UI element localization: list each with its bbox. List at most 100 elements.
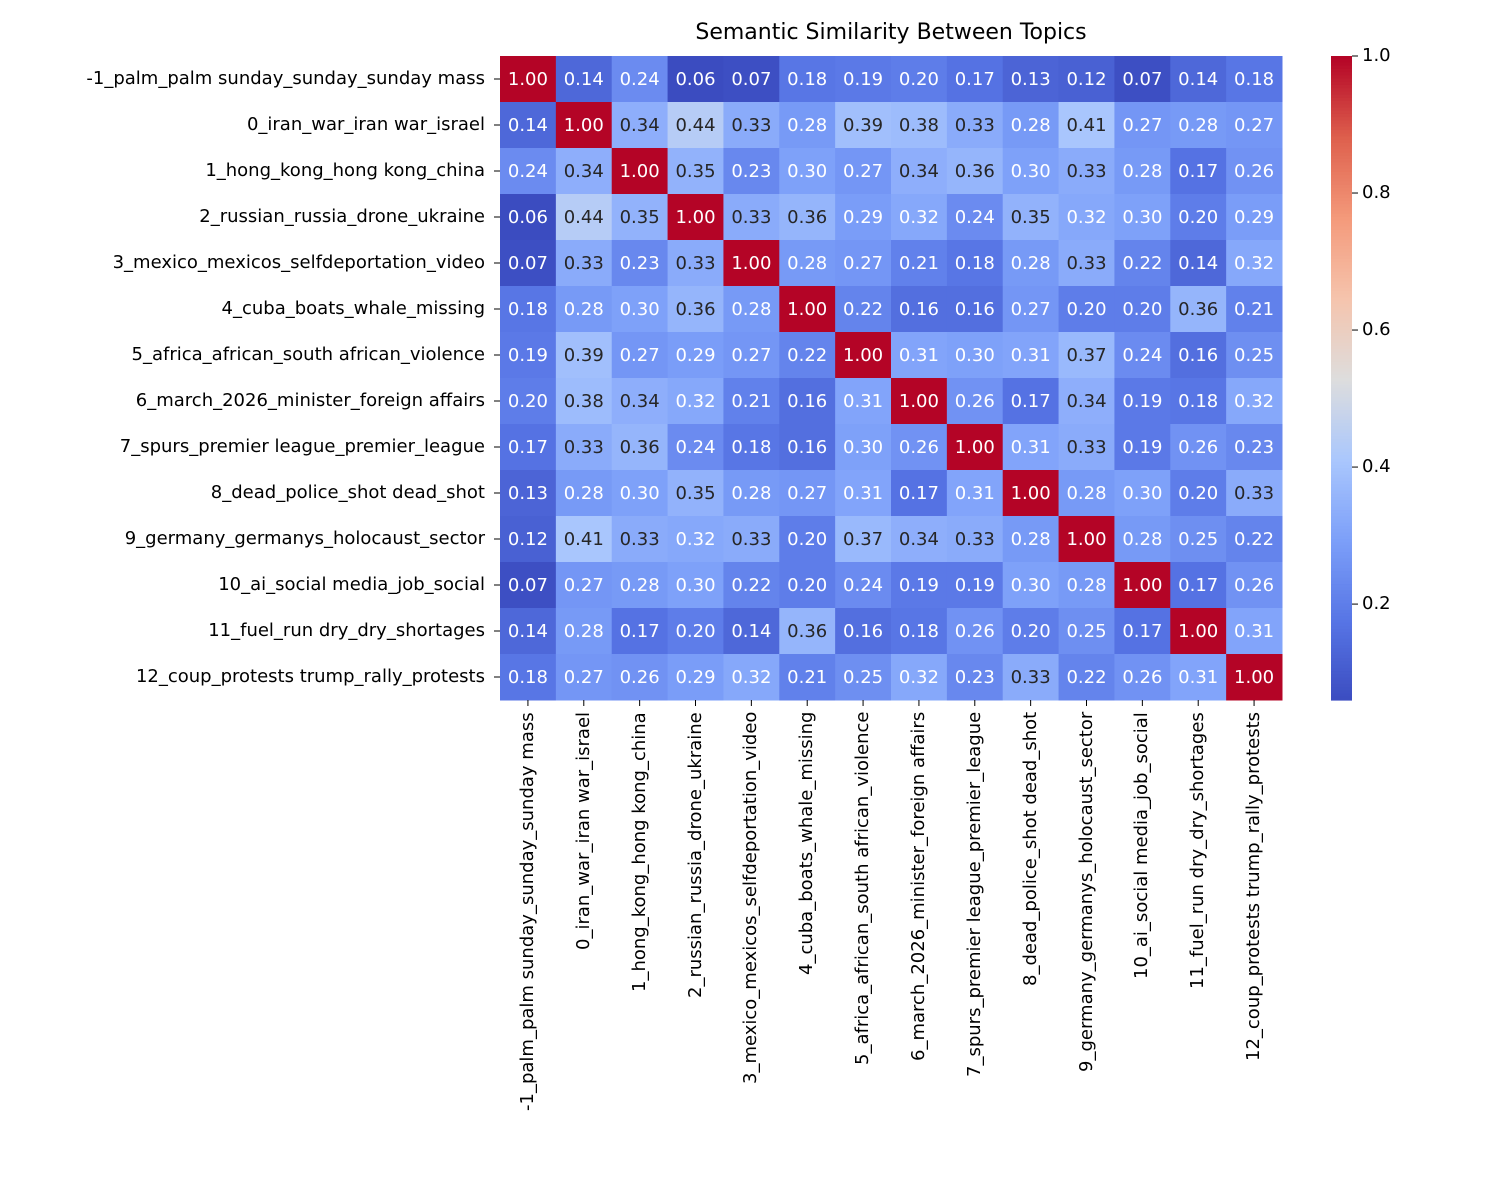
cell-value-label: 0.17	[620, 621, 660, 642]
colorbar-segment	[1331, 236, 1352, 241]
colorbar-tick-label: 0.8	[1362, 182, 1391, 204]
cell-value-label: 0.14	[564, 69, 604, 90]
heatmap-cell	[1114, 332, 1171, 379]
cell-value-label: 0.34	[899, 529, 939, 550]
cell-value-label: 0.32	[899, 667, 939, 688]
colorbar-segment	[1331, 262, 1352, 266]
colorbar-segment	[1331, 194, 1352, 199]
colorbar-segment	[1331, 619, 1352, 624]
colorbar-segment	[1331, 94, 1352, 99]
cell-value-label: 0.24	[620, 69, 660, 90]
heatmap-cell	[1170, 470, 1227, 517]
cell-value-label: 0.07	[731, 69, 771, 90]
colorbar-segment	[1331, 587, 1352, 592]
colorbar-segment	[1331, 458, 1352, 463]
heatmap-cell	[555, 562, 613, 609]
colorbar-segment	[1331, 130, 1352, 134]
colorbar-segment	[1331, 497, 1352, 501]
colorbar-tick-label: 0.2	[1362, 593, 1391, 615]
colorbar-segment	[1331, 590, 1352, 595]
cell-value-label: 1.00	[1011, 483, 1051, 504]
colorbar-segment	[1331, 75, 1352, 80]
heatmap-cell	[555, 332, 613, 379]
colorbar-segment	[1331, 490, 1352, 495]
colorbar-segment	[1331, 59, 1352, 64]
colorbar-segment	[1331, 171, 1352, 176]
cell-value-label: 0.28	[1066, 483, 1106, 504]
cell-value-label: 0.28	[564, 483, 604, 504]
colorbar-segment	[1331, 429, 1352, 434]
colorbar-segment	[1331, 410, 1352, 415]
cell-value-label: 0.30	[620, 299, 660, 320]
heatmap-cell	[1170, 102, 1227, 149]
colorbar-segment	[1331, 207, 1352, 212]
cell-value-label: 0.14	[508, 621, 548, 642]
cell-value-label: 0.19	[508, 345, 548, 366]
cell-value-label: 0.18	[787, 69, 827, 90]
cell-value-label: 0.20	[899, 69, 939, 90]
cell-value-label: 0.19	[955, 575, 995, 596]
colorbar-segment	[1331, 217, 1352, 221]
colorbar-segment	[1331, 223, 1352, 228]
colorbar-segment	[1331, 426, 1352, 431]
heatmap-cell	[723, 516, 780, 563]
cell-value-label: 0.22	[787, 345, 827, 366]
cell-value-label: 0.33	[1066, 437, 1106, 458]
heatmap-cell	[891, 240, 948, 287]
cell-value-label: 0.26	[899, 437, 939, 458]
heatmap-cell	[500, 470, 557, 517]
heatmap-cell	[1002, 424, 1060, 471]
cell-value-label: 0.33	[731, 115, 771, 136]
colorbar-segment	[1331, 406, 1352, 411]
cell-value-label: 0.28	[1178, 115, 1218, 136]
heatmap-cell	[723, 654, 780, 701]
cell-value-label: 0.07	[508, 253, 548, 274]
colorbar-segment	[1331, 593, 1352, 598]
heatmap-cell	[667, 194, 724, 241]
colorbar-segment	[1331, 284, 1352, 289]
heatmap-cell	[1226, 332, 1283, 379]
cell-value-label: 0.30	[843, 437, 883, 458]
colorbar-segment	[1331, 120, 1352, 125]
colorbar-segment	[1331, 220, 1352, 225]
heatmap-cell	[1170, 516, 1227, 563]
heatmap-cell	[1114, 470, 1171, 517]
colorbar-segment	[1331, 184, 1352, 189]
heatmap-cell	[946, 332, 1004, 379]
colorbar-segment	[1331, 423, 1352, 427]
heatmap-cell	[835, 654, 892, 701]
heatmap-cell	[611, 286, 669, 333]
colorbar-segment	[1331, 577, 1352, 582]
colorbar-segment	[1331, 539, 1352, 543]
colorbar-segment	[1331, 378, 1352, 382]
colorbar-segment	[1331, 625, 1352, 630]
colorbar-segment	[1331, 268, 1352, 273]
heatmap-cell	[611, 332, 669, 379]
heatmap-cell	[1114, 194, 1171, 241]
cell-value-label: 0.38	[564, 391, 604, 412]
cell-value-label: 1.00	[1066, 529, 1106, 550]
colorbar-tick-label: 0.4	[1362, 456, 1391, 478]
heatmap-cell	[779, 194, 836, 241]
cell-value-label: 0.20	[508, 391, 548, 412]
colorbar-segment	[1331, 674, 1352, 679]
x-tick-label: 7_spurs_premier league_premier_league	[963, 711, 985, 1077]
heatmap-cell	[611, 654, 669, 701]
colorbar-segment	[1331, 307, 1352, 311]
colorbar-segment	[1331, 332, 1352, 337]
colorbar-segment	[1331, 133, 1352, 138]
cell-value-label: 0.32	[1234, 253, 1274, 274]
cell-value-label: 0.27	[1011, 299, 1051, 320]
cell-value-label: 0.28	[1011, 529, 1051, 550]
heatmap-cell	[1002, 378, 1060, 425]
heatmap-cell	[1058, 194, 1115, 241]
cell-value-label: 0.36	[620, 437, 660, 458]
x-tick-label: 4_cuba_boats_whale_missing	[796, 711, 818, 975]
cell-value-label: 0.07	[508, 575, 548, 596]
cell-value-label: 0.17	[508, 437, 548, 458]
colorbar-segment	[1331, 242, 1352, 247]
colorbar-segment	[1331, 484, 1352, 489]
y-tick-label: 12_coup_protests trump_rally_protests	[135, 666, 485, 687]
colorbar-segment	[1331, 535, 1352, 540]
cell-value-label: 0.34	[899, 161, 939, 182]
